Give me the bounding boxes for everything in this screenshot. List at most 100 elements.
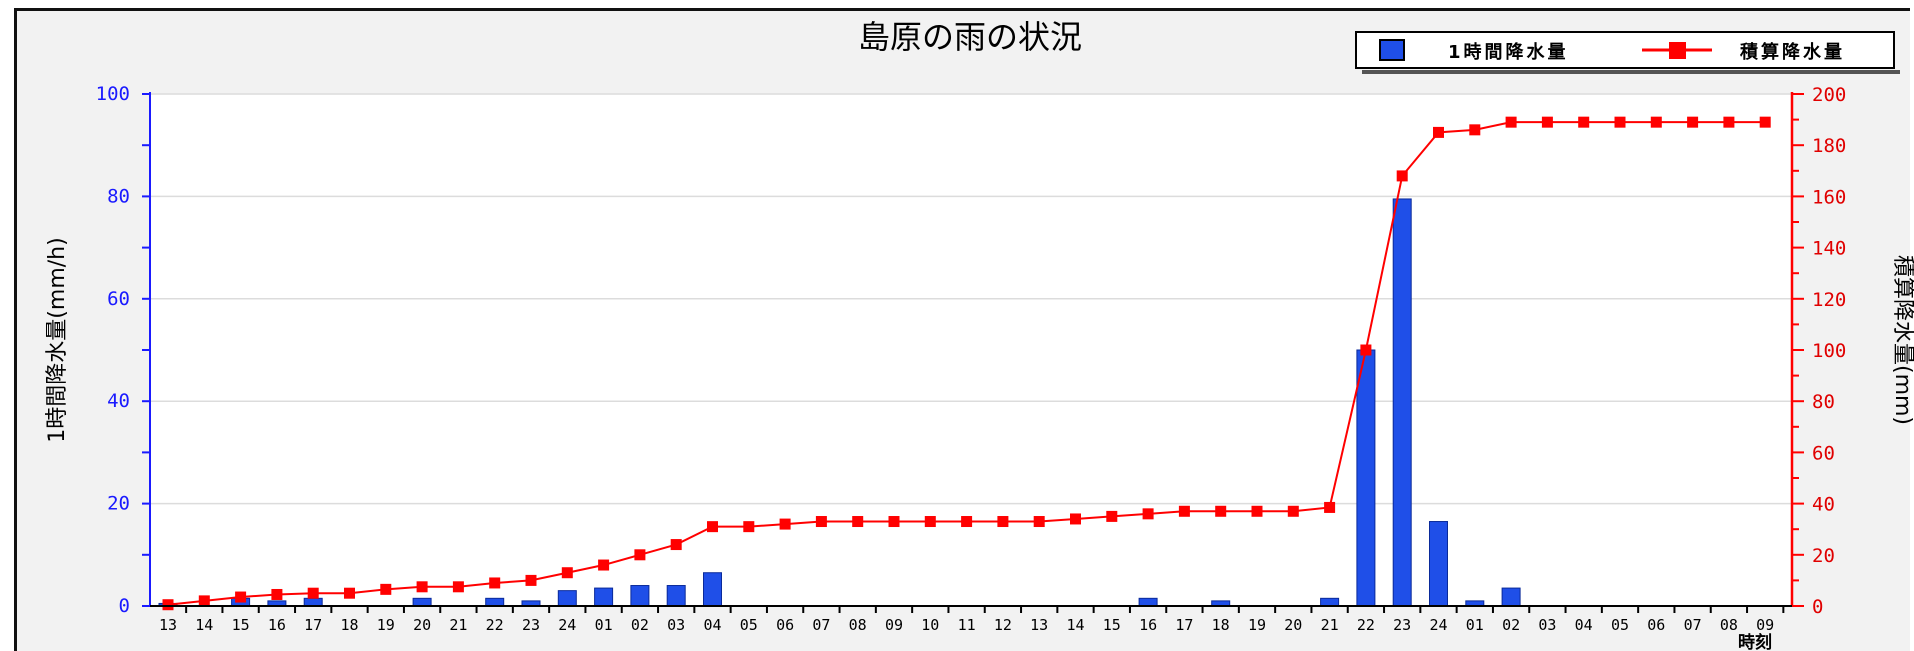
x-tick-label: 08	[1720, 616, 1738, 634]
line-marker	[924, 516, 936, 528]
line-marker	[1578, 116, 1590, 128]
x-tick-label: 20	[1284, 616, 1302, 634]
x-tick-label: 15	[1103, 616, 1121, 634]
x-tick-label: 24	[558, 616, 576, 634]
plot-area	[150, 94, 1792, 606]
x-tick-label: 19	[1248, 616, 1266, 634]
x-tick-label: 18	[1212, 616, 1230, 634]
legend-line-marker	[1669, 42, 1686, 59]
x-tick-label: 04	[703, 616, 721, 634]
legend-bar-swatch	[1379, 39, 1405, 61]
line-marker	[961, 516, 973, 528]
line-marker	[1433, 126, 1444, 138]
x-tick-label: 02	[1502, 616, 1520, 634]
x-tick-label: 08	[849, 616, 867, 634]
line-marker	[888, 516, 900, 528]
x-tick-label: 19	[377, 616, 395, 634]
line-marker	[1614, 116, 1626, 128]
line-marker	[598, 559, 610, 571]
bar	[630, 585, 650, 607]
line-marker	[1178, 505, 1190, 517]
right-tick-label: 100	[1812, 340, 1846, 362]
left-tick-label: 40	[107, 390, 130, 412]
x-tick-label: 21	[1321, 616, 1339, 634]
x-tick-label: 06	[776, 616, 794, 634]
line-marker	[416, 581, 428, 593]
right-tick-label: 40	[1812, 494, 1835, 516]
line-marker	[561, 567, 573, 579]
x-tick-label: 15	[232, 616, 250, 634]
line-marker	[1687, 116, 1699, 128]
x-tick-label: 24	[1429, 616, 1447, 634]
bar	[1356, 349, 1376, 607]
x-axis-ticks: 13 14 15 16 17 18 19 20 21 22 23 24 01 02 03 04 05 06 07 08…	[159, 606, 1785, 634]
x-tick-label: 12	[994, 616, 1012, 634]
x-axis-unit-label: 時刻	[1738, 632, 1772, 651]
bar	[1320, 597, 1340, 607]
line-marker	[1070, 513, 1081, 525]
line-series	[162, 116, 1771, 611]
line-marker	[344, 587, 355, 599]
bar-series	[158, 198, 1521, 607]
line-marker	[1106, 510, 1118, 522]
x-tick-label: 18	[340, 616, 358, 634]
right-tick-label: 60	[1812, 442, 1835, 464]
line-marker	[525, 574, 537, 586]
line-marker	[1251, 505, 1263, 517]
line-marker	[815, 516, 827, 528]
x-tick-label: 17	[1175, 616, 1193, 634]
left-tick-label: 0	[119, 595, 130, 617]
x-tick-label: 17	[304, 616, 322, 634]
bar	[557, 590, 577, 607]
left-axis-title: 1時間降水量(mm/h)	[45, 237, 70, 442]
gridlines	[150, 93, 1792, 607]
x-tick-label: 14	[195, 616, 213, 634]
line-marker	[1215, 505, 1227, 517]
chart-title: 島原の雨の状況	[858, 18, 1082, 56]
legend: 1時間降水量 積算降水量	[1355, 31, 1900, 74]
bar	[1138, 597, 1158, 607]
x-tick-label: 03	[667, 616, 685, 634]
right-tick-label: 180	[1812, 135, 1846, 157]
x-tick-label: 13	[1030, 616, 1048, 634]
line-marker	[489, 577, 501, 589]
x-tick-label: 22	[486, 616, 504, 634]
line-marker	[1360, 344, 1372, 356]
legend-label-hourly: 1時間降水量	[1448, 41, 1569, 63]
x-tick-label: 01	[595, 616, 613, 634]
x-tick-label: 21	[449, 616, 467, 634]
bar	[1429, 521, 1448, 607]
x-tick-label: 04	[1575, 616, 1593, 634]
line-marker	[271, 588, 283, 600]
x-tick-label: 10	[921, 616, 939, 634]
legend-shadow	[1362, 70, 1900, 74]
x-tick-label: 05	[740, 616, 758, 634]
line-marker	[634, 549, 646, 561]
bar	[485, 597, 505, 607]
x-tick-label: 16	[268, 616, 286, 634]
x-tick-label: 09	[885, 616, 903, 634]
x-tick-label: 22	[1357, 616, 1375, 634]
legend-label-cumulative: 積算降水量	[1739, 41, 1845, 63]
x-tick-label: 16	[1139, 616, 1157, 634]
line-marker	[743, 521, 755, 533]
x-tick-label: 23	[1393, 616, 1411, 634]
line-marker	[198, 595, 210, 607]
line-marker	[1287, 505, 1299, 517]
line-marker	[1723, 116, 1735, 128]
line-marker	[997, 516, 1009, 528]
left-tick-label: 100	[96, 83, 130, 105]
line-marker	[1759, 116, 1771, 128]
bar	[666, 585, 686, 607]
left-tick-label: 80	[107, 185, 130, 207]
x-tick-label: 01	[1466, 616, 1484, 634]
line-marker	[1505, 116, 1517, 128]
right-axis-ticks: 0 20 40 60 80 100 120 140 160 180 200	[1792, 84, 1846, 618]
line-marker	[1396, 170, 1408, 182]
x-tick-label: 23	[522, 616, 540, 634]
line-marker	[670, 539, 682, 551]
x-tick-label: 13	[159, 616, 177, 634]
line-marker	[1469, 124, 1481, 136]
line-marker	[307, 587, 319, 599]
